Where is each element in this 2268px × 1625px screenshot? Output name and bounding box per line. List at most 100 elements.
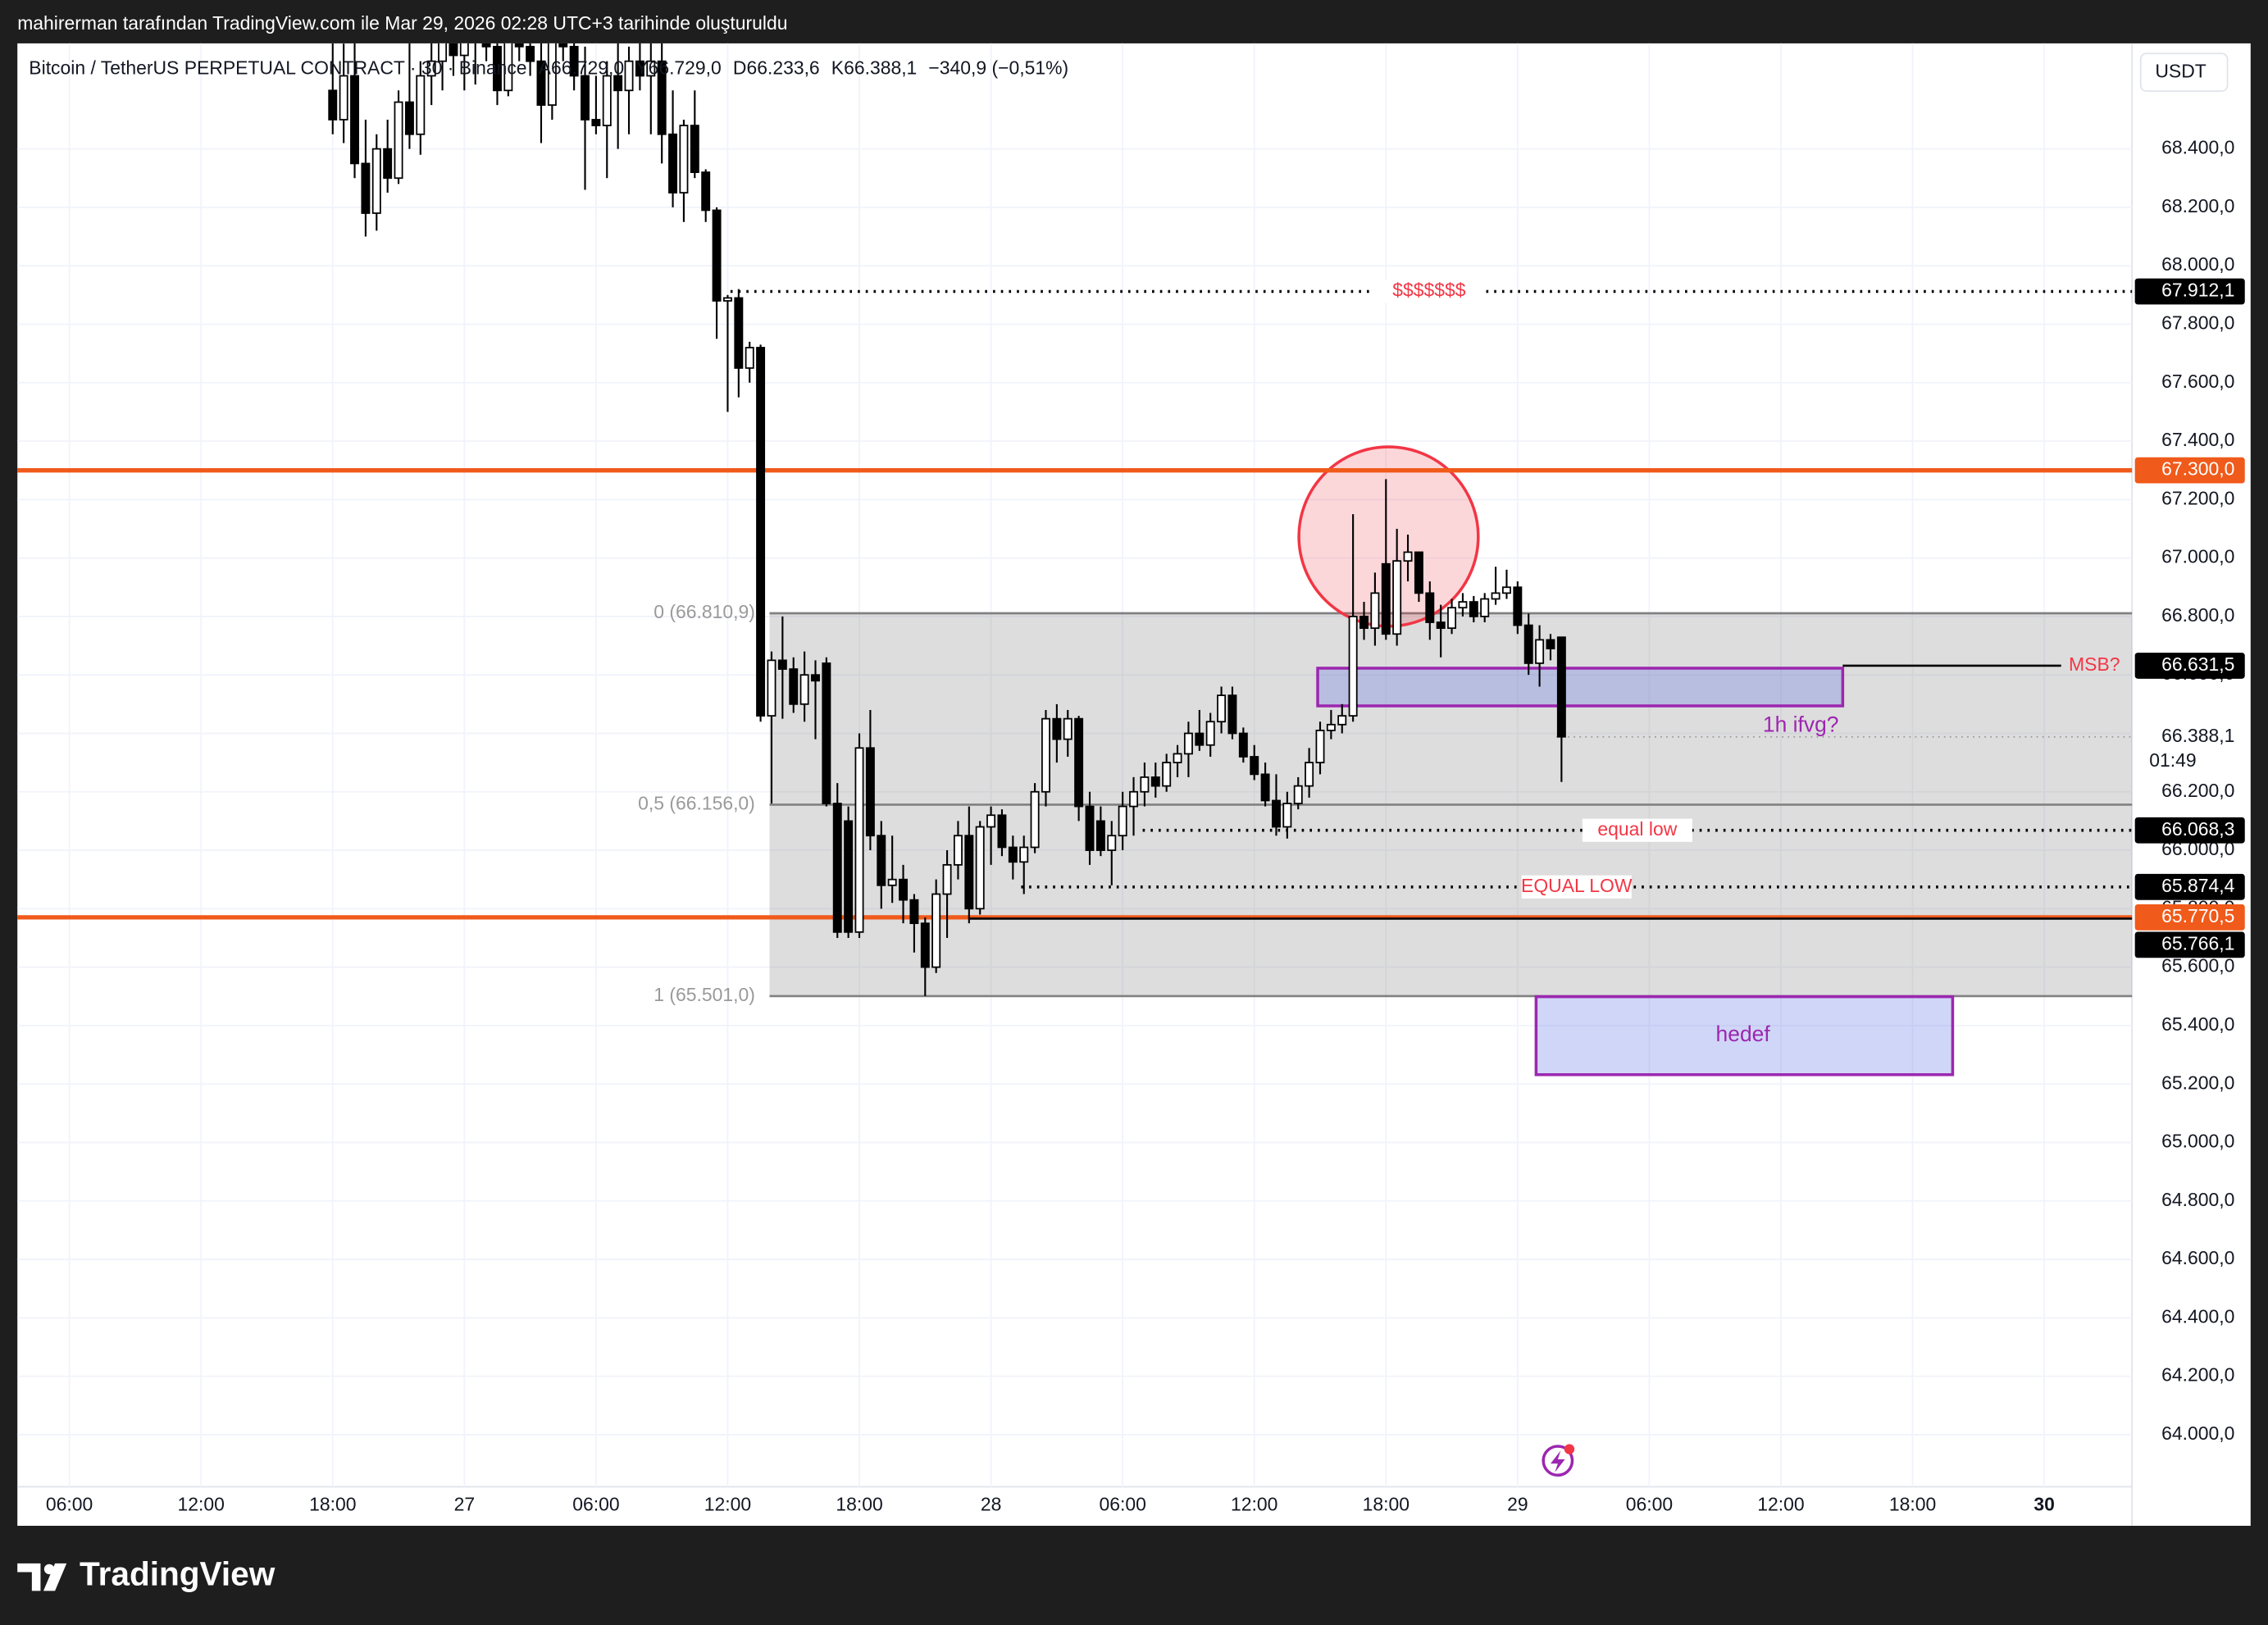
candle-body bbox=[909, 899, 919, 925]
y-tick-label: 67.000,0 bbox=[2161, 546, 2234, 567]
legend-ohlc: Y66.729,0 bbox=[635, 57, 722, 79]
currency[interactable]: USDT bbox=[2155, 60, 2206, 81]
candle-body bbox=[1501, 586, 1511, 594]
level-text: $$$$$$$ bbox=[1392, 280, 1465, 301]
y-tick-label: 67.400,0 bbox=[2161, 429, 2234, 450]
candle-body bbox=[767, 659, 776, 717]
candle-body bbox=[624, 60, 634, 92]
level-text: MSB? bbox=[2069, 653, 2120, 675]
price-label-bg bbox=[2134, 817, 2245, 844]
candle-body bbox=[591, 119, 601, 126]
y-tick-label: 66.800,0 bbox=[2161, 604, 2234, 626]
candle-body bbox=[459, 43, 469, 57]
legend-title: Bitcoin / TetherUS PERPETUAL CONTRACT · … bbox=[29, 57, 526, 79]
candle-body bbox=[416, 75, 426, 135]
candle-body bbox=[1052, 717, 1062, 740]
candle-body bbox=[613, 75, 623, 92]
candle-body bbox=[526, 45, 535, 62]
x-tick-label: 06:00 bbox=[1626, 1493, 1673, 1514]
candle-body bbox=[1392, 560, 1402, 635]
candle-body bbox=[1436, 621, 1446, 630]
y-tick-label: 68.400,0 bbox=[2161, 137, 2234, 158]
candle-body bbox=[558, 43, 568, 48]
candle-body bbox=[536, 60, 546, 107]
candle-body bbox=[722, 297, 732, 302]
last-price-label: 66.388,1 bbox=[2161, 725, 2234, 746]
x-tick-label: 06:00 bbox=[46, 1493, 93, 1514]
zone bbox=[1316, 667, 1845, 708]
candle-body bbox=[899, 878, 909, 901]
candle-body bbox=[1513, 586, 1523, 626]
price-label: 66.631,5 bbox=[2161, 653, 2234, 675]
candle-body bbox=[1491, 592, 1501, 600]
x-tick-label: 18:00 bbox=[836, 1493, 882, 1514]
candle-body bbox=[931, 893, 941, 968]
zone bbox=[1534, 995, 1955, 1077]
candle-body bbox=[1359, 616, 1369, 630]
candle-body bbox=[953, 835, 963, 866]
candle-body bbox=[1272, 799, 1281, 828]
y-tick-label: 68.000,0 bbox=[2161, 253, 2234, 275]
candle-body bbox=[756, 347, 766, 717]
candle-body bbox=[1162, 762, 1172, 787]
price-label: 66.068,3 bbox=[2161, 818, 2234, 840]
y-tick-label: 64.600,0 bbox=[2161, 1247, 2234, 1268]
candle-body bbox=[371, 148, 381, 214]
level-text-bg bbox=[1373, 280, 1484, 303]
legend-ohlc: K66.388,1 bbox=[831, 57, 918, 79]
candle-body bbox=[1425, 592, 1435, 623]
candle-body bbox=[394, 101, 403, 180]
x-tick-label: 12:00 bbox=[704, 1493, 751, 1514]
logo-mark bbox=[17, 1563, 67, 1591]
y-tick-label: 64.800,0 bbox=[2161, 1189, 2234, 1210]
candle-body bbox=[1140, 776, 1150, 793]
candle-body bbox=[712, 209, 722, 302]
candle-body bbox=[493, 45, 502, 92]
candle-body bbox=[1469, 601, 1478, 617]
candle-body bbox=[1523, 624, 1533, 664]
zone-label: hedef bbox=[1716, 1022, 1771, 1046]
price-label: 65.766,1 bbox=[2161, 932, 2234, 954]
x-tick-label: 18:00 bbox=[309, 1493, 356, 1514]
y-tick-label: 68.200,0 bbox=[2161, 195, 2234, 216]
price-label-bg bbox=[2134, 653, 2245, 679]
candle-body bbox=[1556, 636, 1566, 738]
candle-body bbox=[832, 803, 842, 933]
candle-body bbox=[438, 43, 448, 62]
caption: mahirerman tarafından TradingView.com il… bbox=[17, 12, 787, 34]
candle-body bbox=[1282, 803, 1292, 828]
candle-body bbox=[1085, 805, 1095, 851]
candle-body bbox=[1205, 721, 1215, 746]
alert-icon[interactable] bbox=[1542, 1445, 1574, 1477]
x-tick-label: 29 bbox=[1507, 1493, 1528, 1514]
currency-button[interactable] bbox=[2139, 52, 2229, 93]
candle-body bbox=[646, 60, 656, 77]
y-tick-label: 64.000,0 bbox=[2161, 1422, 2234, 1444]
y-tick-label: 64.200,0 bbox=[2161, 1364, 2234, 1386]
candle-body bbox=[547, 43, 557, 107]
x-tick-label: 28 bbox=[981, 1493, 1002, 1514]
candle-body bbox=[887, 878, 897, 886]
candle-body bbox=[701, 171, 711, 212]
price-label-bg bbox=[2134, 931, 2245, 958]
fib-label: 0,5 (66.156,0) bbox=[638, 793, 755, 814]
last-price-bg bbox=[2134, 722, 2245, 775]
candle-body bbox=[404, 101, 414, 135]
candle-body bbox=[920, 922, 930, 968]
candle-body bbox=[865, 747, 875, 837]
candle-body bbox=[777, 659, 787, 670]
candle-body bbox=[1183, 732, 1193, 755]
candle-body bbox=[1150, 776, 1160, 787]
x-tick-label: 30 bbox=[2033, 1493, 2055, 1514]
candle-body bbox=[350, 75, 359, 165]
y-tick-label: 67.600,0 bbox=[2161, 371, 2234, 392]
candle-body bbox=[942, 863, 952, 895]
candle-body bbox=[1063, 717, 1073, 740]
candle-body bbox=[1326, 723, 1336, 731]
price-label: 65.770,5 bbox=[2161, 905, 2234, 926]
price-label-bg bbox=[2134, 873, 2245, 900]
candle-body bbox=[449, 43, 458, 57]
legend-ohlc: A66.729,0 bbox=[539, 57, 625, 79]
candle-body bbox=[877, 835, 886, 886]
